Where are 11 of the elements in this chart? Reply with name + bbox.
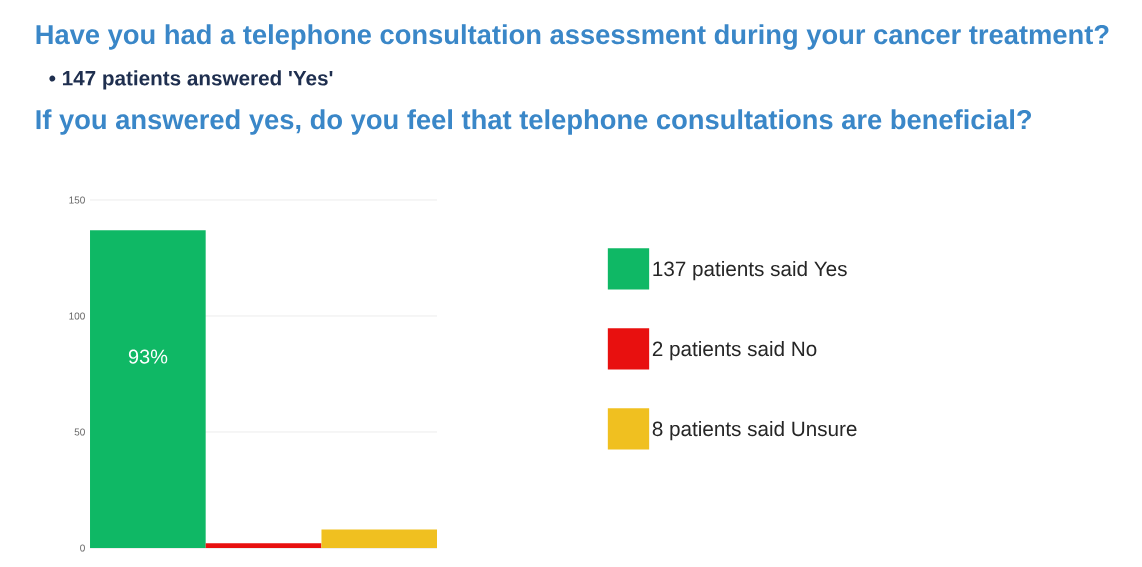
text: Have you had a telephone consultation assessment during your cancer treatment? (36, 24, 1109, 50)
legend-label: 2 patients said No (652, 341, 817, 361)
annotation: 93% (128, 349, 168, 364)
y-tick-label: 0 (80, 544, 85, 552)
text: If you answered yes, do you feel that telephone consultations are beneficial? (36, 109, 1032, 135)
legend-label: 137 patients said Yes (653, 261, 847, 281)
y-tick-label: 50 (74, 428, 85, 436)
legend-label: 8 patients said Unsure (652, 421, 857, 441)
chart-subtitle: • 147 patients answered 'Yes' (49, 70, 333, 90)
y-tick-label: 100 (69, 312, 85, 320)
y-tick-label: 150 (69, 196, 85, 204)
